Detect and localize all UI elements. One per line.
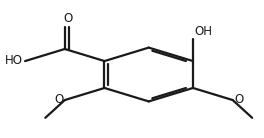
Text: HO: HO (4, 54, 22, 67)
Text: O: O (54, 93, 63, 106)
Text: OH: OH (194, 25, 212, 38)
Text: O: O (64, 12, 73, 25)
Text: O: O (234, 93, 243, 106)
